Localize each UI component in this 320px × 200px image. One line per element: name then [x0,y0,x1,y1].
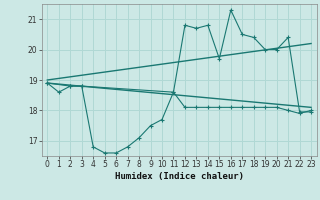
X-axis label: Humidex (Indice chaleur): Humidex (Indice chaleur) [115,172,244,181]
